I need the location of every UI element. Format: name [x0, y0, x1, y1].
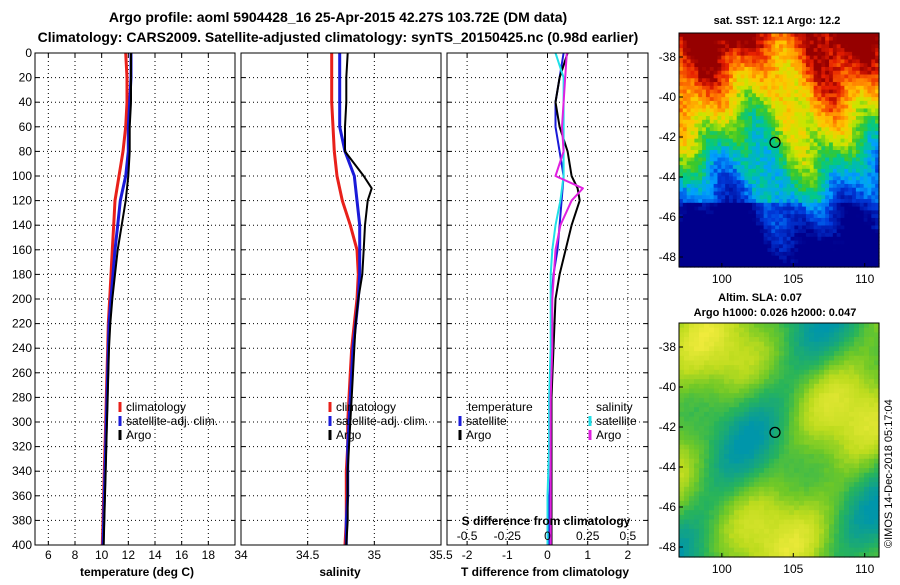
lon-tick-label: 105: [783, 272, 803, 286]
depth-tick-label: 20: [19, 71, 33, 85]
depth-tick-label: 60: [19, 120, 33, 134]
sst-map-title: sat. SST: 12.1 Argo: 12.2: [714, 15, 841, 27]
x-tick-label: 35.5: [429, 548, 453, 562]
lon-tick-label: 110: [855, 272, 874, 286]
lon-tick-label: 105: [783, 562, 803, 576]
lat-tick-label: -46: [659, 210, 677, 224]
depth-tick-label: 80: [19, 144, 33, 158]
lat-tick-label: -44: [659, 170, 677, 184]
x-tick-label: 0: [544, 548, 551, 562]
lon-tick-label: 100: [712, 272, 732, 286]
x-tick-label: 10: [95, 548, 109, 562]
depth-tick-label: 200: [12, 292, 32, 306]
lat-tick-label: -38: [659, 340, 677, 354]
temperature-xlabel: temperature (deg C): [80, 565, 194, 579]
x-tick-label: 2: [625, 548, 632, 562]
lat-tick-label: -42: [659, 420, 677, 434]
legend-title-salinity: salinity: [596, 400, 633, 414]
imos-credit: ©IMOS 14-Dec-2018 05:17:04: [883, 399, 895, 548]
title-line-1: Argo profile: aoml 5904428_16 25-Apr-201…: [109, 9, 567, 25]
lon-tick-label: 100: [712, 562, 732, 576]
depth-tick-label: 340: [12, 464, 32, 478]
legend-label-climatology: climatology: [126, 400, 186, 414]
lon-tick-label: 110: [855, 562, 874, 576]
depth-tick-label: 380: [12, 513, 32, 527]
s-tick-label: 0.25: [576, 529, 600, 543]
legend-label-temp-argo: Argo: [466, 428, 492, 442]
x-tick-label: 34.5: [296, 548, 320, 562]
s-tick-label: 0: [544, 529, 551, 543]
legend-label-argo: Argo: [126, 428, 152, 442]
s-tick-label: -0.25: [494, 529, 522, 543]
lat-tick-label: -46: [659, 500, 677, 514]
s-difference-label: S difference from climatology: [462, 514, 631, 528]
depth-tick-label: 40: [19, 95, 33, 109]
x-tick-label: 6: [45, 548, 52, 562]
legend-label-temp-satellite: satellite: [466, 414, 507, 428]
legend-label-sal-argo: Argo: [596, 428, 622, 442]
depth-tick-label: 160: [12, 243, 32, 257]
x-tick-label: -2: [462, 548, 473, 562]
sla-map-title-2: Argo h1000: 0.026 h2000: 0.047: [694, 307, 857, 319]
x-tick-label: 35: [368, 548, 382, 562]
lat-tick-label: -48: [659, 250, 677, 264]
depth-tick-label: 100: [12, 169, 32, 183]
x-tick-label: 12: [122, 548, 136, 562]
sla-field: [679, 323, 880, 558]
legend-label-argo: Argo: [336, 428, 362, 442]
x-tick-label: 18: [202, 548, 216, 562]
sst-map: -38 -40 -42 -44 -46 -48 100 105 110: [659, 33, 880, 286]
legend-label-satellite: satellite-adj. clim.: [126, 414, 218, 428]
lat-tick-label: -48: [659, 540, 677, 554]
depth-tick-label: 180: [12, 267, 32, 281]
lat-tick-label: -44: [659, 460, 677, 474]
title-line-2: Climatology: CARS2009. Satellite-adjuste…: [38, 29, 639, 45]
depth-tick-label: 360: [12, 489, 32, 503]
lat-tick-label: -40: [659, 90, 677, 104]
legend-label-sal-satellite: satellite: [596, 414, 637, 428]
x-tick-label: -1: [502, 548, 513, 562]
salinity-panel: 34 34.5 35 35.5: [234, 53, 453, 562]
x-tick-label: 14: [148, 548, 162, 562]
x-tick-label: 34: [234, 548, 248, 562]
depth-tick-label: 320: [12, 440, 32, 454]
sst-field: [679, 33, 880, 268]
depth-tick-label: 280: [12, 390, 32, 404]
depth-tick-label: 400: [12, 538, 32, 552]
difference-xlabel: T difference from climatology: [461, 565, 629, 579]
x-tick-label: 16: [175, 548, 189, 562]
depth-tick-label: 220: [12, 317, 32, 331]
depth-tick-label: 120: [12, 194, 32, 208]
depth-tick-label: 0: [25, 46, 32, 60]
legend-label-climatology: climatology: [336, 400, 396, 414]
salinity-xlabel: salinity: [319, 565, 361, 579]
s-tick-label: -0.5: [457, 529, 478, 543]
depth-tick-label: 140: [12, 218, 32, 232]
depth-tick-label: 240: [12, 341, 32, 355]
lat-tick-label: -42: [659, 130, 677, 144]
difference-panel: -2 -1 0 1 2 -0.5 -0.25 0 0.25 0.5: [447, 53, 648, 562]
s-tick-label: 0.5: [620, 529, 637, 543]
sla-map-title-1: Altim. SLA: 0.07: [718, 292, 802, 304]
temperature-legend: climatology satellite-adj. clim. Argo: [120, 400, 218, 442]
salinity-legend: climatology satellite-adj. clim. Argo: [330, 400, 428, 442]
lat-tick-label: -40: [659, 380, 677, 394]
sla-map: -38 -40 -42 -44 -46 -48 100 105 110: [659, 323, 880, 576]
temperature-panel: 0 20 40 60 80 100 120 140 160 180 200 220 240 260 280 3…: [12, 46, 235, 562]
legend-title-temperature: temperature: [468, 400, 533, 414]
depth-tick-label: 260: [12, 366, 32, 380]
depth-tick-label: 300: [12, 415, 32, 429]
legend-label-satellite: satellite-adj. clim.: [336, 414, 428, 428]
lat-tick-label: -38: [659, 50, 677, 64]
x-tick-label: 1: [584, 548, 591, 562]
x-tick-label: 8: [72, 548, 79, 562]
